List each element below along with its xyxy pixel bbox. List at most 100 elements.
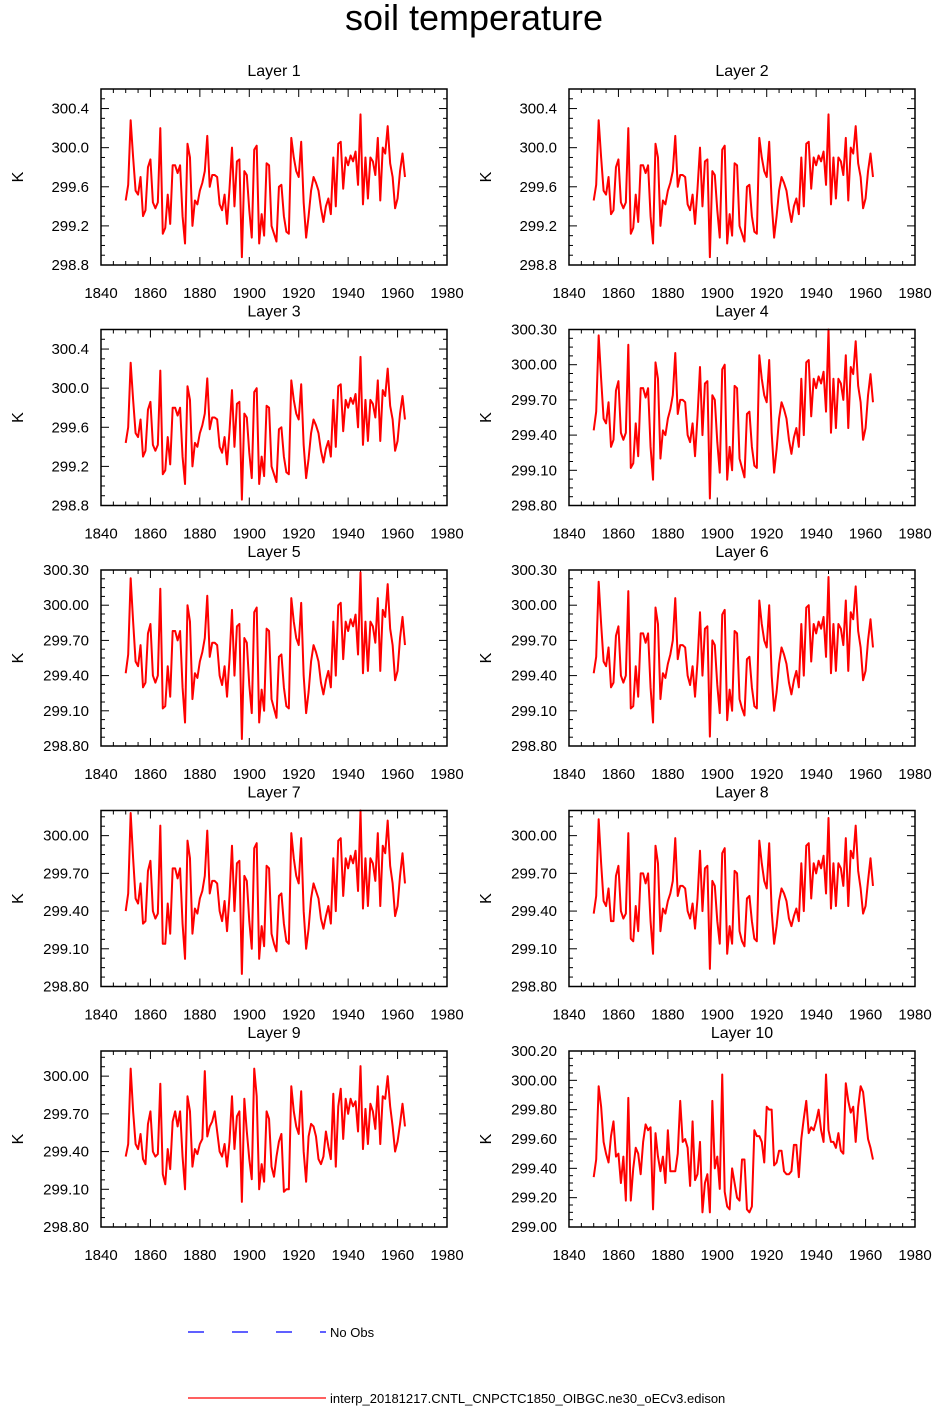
figure-title: soil temperature	[345, 0, 603, 38]
legend: No Obs interp_20181217.CNTL_CNPCTC1850_O…	[188, 1325, 725, 1406]
layer-6-panel: Layer 6 K 1840 1860 1880 1900 1920 1940 1960 1980…	[478, 544, 932, 783]
layer-3-ylabel: K	[10, 412, 27, 423]
layer-6-ytick-label: 300.30	[511, 562, 557, 579]
layer-2-xtick-label: 1980	[898, 285, 931, 302]
layer-2-ytick-label: 299.6	[519, 179, 557, 196]
layer-5-frame	[100, 569, 448, 747]
layer-7-xtick-label: 1980	[430, 1007, 463, 1024]
layer-8-frame	[568, 809, 916, 988]
layer-10-xtick-label: 1900	[701, 1247, 734, 1264]
layer-5-panel: Layer 5 K 1840 1860 1880 1900 1920 1940 1960 1980…	[10, 544, 464, 783]
layer-3-xtick-label: 1960	[381, 526, 414, 543]
layer-9-panel: Layer 9 K 1840 1860 1880 1900 1920 1940 1960 1980…	[10, 1025, 464, 1264]
layer-10-xtick-label: 1840	[552, 1247, 585, 1264]
layer-6-xtick-label: 1900	[701, 766, 734, 783]
layer-1-xtick-label: 1940	[331, 285, 364, 302]
layer-3-series-line	[124, 355, 406, 501]
layer-4-xtick-label: 1940	[799, 526, 832, 543]
layer-4-xtick-label: 1880	[651, 526, 684, 543]
layer-10-ytick-label: 300.20	[511, 1043, 557, 1060]
layer-2-xtick-label: 1920	[750, 285, 783, 302]
layer-6-ylabel: K	[478, 652, 495, 663]
layer-4-frame	[568, 328, 916, 507]
layer-5-xtick-label: 1880	[183, 766, 216, 783]
layer-3-xtick-label: 1920	[282, 526, 315, 543]
layer-6-title: Layer 6	[715, 544, 768, 561]
layer-8-xtick-label: 1920	[750, 1007, 783, 1024]
layer-3-ytick-label: 300.0	[51, 380, 89, 397]
layer-8-ytick-label: 299.70	[511, 865, 557, 882]
layer-7-xtick-label: 1860	[134, 1007, 167, 1024]
legend-no-obs-label: No Obs	[330, 1325, 375, 1340]
layer-9-xtick-label: 1980	[430, 1247, 463, 1264]
layer-7-ytick-label: 300.00	[43, 828, 89, 845]
layer-6-xtick-label: 1980	[898, 766, 931, 783]
layer-1-xtick-label: 1900	[233, 285, 266, 302]
layer-1-ytick-label: 298.8	[51, 257, 89, 274]
layer-8-title: Layer 8	[715, 785, 768, 802]
layer-1-ylabel: K	[10, 171, 27, 182]
layer-6-xtick-label: 1960	[849, 766, 882, 783]
layer-7-xtick-label: 1840	[84, 1007, 117, 1024]
layer-9-ytick-label: 298.80	[43, 1219, 89, 1236]
layer-9-xtick-label: 1960	[381, 1247, 414, 1264]
layer-5-ylabel: K	[10, 652, 27, 663]
layer-8-panel: Layer 8 K 1840 1860 1880 1900 1920 1940 1960 1980…	[478, 785, 932, 1024]
layer-9-xtick-label: 1880	[183, 1247, 216, 1264]
layer-4-ytick-label: 300.00	[511, 357, 557, 374]
layer-1-xtick-label: 1840	[84, 285, 117, 302]
layer-5-ytick-label: 299.70	[43, 632, 89, 649]
layer-8-xtick-label: 1980	[898, 1007, 931, 1024]
layer-1-ytick-label: 300.0	[51, 140, 89, 157]
layer-6-xtick-label: 1920	[750, 766, 783, 783]
layer-7-panel: Layer 7 K 1840 1860 1880 1900 1920 1940 1960 1980…	[10, 785, 464, 1024]
layer-2-title: Layer 2	[715, 63, 768, 80]
layer-10-xtick-label: 1880	[651, 1247, 684, 1264]
layer-2-panel: Layer 2 K 1840 1860 1880 1900 1920 1940 1960 1980…	[478, 63, 932, 302]
layer-4-ytick-label: 299.10	[511, 462, 557, 479]
layer-5-ytick-label: 300.00	[43, 597, 89, 614]
layer-3-xtick-label: 1880	[183, 526, 216, 543]
layer-2-xtick-label: 1840	[552, 285, 585, 302]
layer-1-frame	[100, 88, 448, 266]
layer-10-panel: Layer 10 K 1840 1860 1880 1900 1920 1940 1960 198…	[478, 1025, 932, 1264]
layer-4-xtick-label: 1980	[898, 526, 931, 543]
layer-10-xtick-label: 1940	[799, 1247, 832, 1264]
layer-4-xtick-label: 1920	[750, 526, 783, 543]
layer-7-ytick-label: 299.10	[43, 941, 89, 958]
layer-8-series-line	[592, 817, 874, 970]
layer-8-xtick-label: 1840	[552, 1007, 585, 1024]
layer-8-xtick-label: 1900	[701, 1007, 734, 1024]
layer-1-ytick-label: 300.4	[51, 101, 89, 118]
layer-1-xtick-label: 1960	[381, 285, 414, 302]
layer-9-xtick-label: 1900	[233, 1247, 266, 1264]
layer-5-ytick-label: 298.80	[43, 738, 89, 755]
layer-6-ytick-label: 299.70	[511, 632, 557, 649]
layer-7-frame	[100, 809, 448, 988]
layer-6-ytick-label: 298.80	[511, 738, 557, 755]
layer-9-title: Layer 9	[247, 1025, 300, 1042]
layer-10-frame	[568, 1050, 916, 1228]
layer-9-xtick-label: 1860	[134, 1247, 167, 1264]
layer-8-xtick-label: 1880	[651, 1007, 684, 1024]
layer-4-xtick-label: 1840	[552, 526, 585, 543]
layer-10-ytick-label: 300.00	[511, 1072, 557, 1089]
layer-10-ytick-label: 299.80	[511, 1102, 557, 1119]
layer-4-panel: Layer 4 K 1840 1860 1880 1900 1920 1940 1960 1980…	[478, 304, 932, 543]
layer-2-xtick-label: 1860	[602, 285, 635, 302]
layer-4-xtick-label: 1860	[602, 526, 635, 543]
layer-7-ylabel: K	[10, 893, 27, 904]
layer-7-xtick-label: 1960	[381, 1007, 414, 1024]
layer-10-ytick-label: 299.20	[511, 1190, 557, 1207]
layer-3-title: Layer 3	[247, 304, 300, 321]
layer-1-ytick-label: 299.2	[51, 218, 89, 235]
layer-4-xtick-label: 1960	[849, 526, 882, 543]
layer-6-xtick-label: 1860	[602, 766, 635, 783]
layer-7-title: Layer 7	[247, 785, 300, 802]
panels-group: Layer 1 K 1840 1860 1880 1900 1920 1940 1960 1980…	[10, 63, 932, 1264]
layer-4-xtick-label: 1900	[701, 526, 734, 543]
layer-4-ytick-label: 299.40	[511, 427, 557, 444]
layer-2-xtick-label: 1940	[799, 285, 832, 302]
layer-2-series-line	[592, 113, 874, 259]
layer-8-ytick-label: 299.10	[511, 941, 557, 958]
